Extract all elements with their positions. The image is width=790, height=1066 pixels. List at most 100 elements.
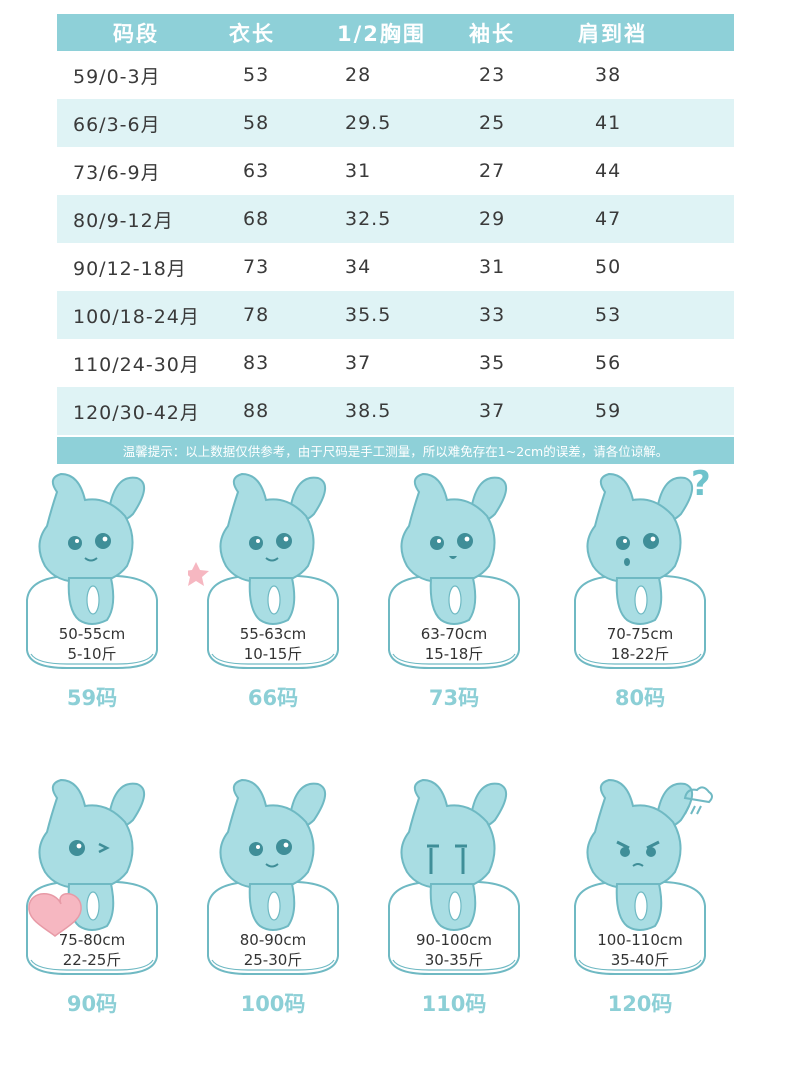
table-row: 59/0-3月 53 28 23 38 [57, 51, 734, 99]
table-row: 66/3-6月 58 29.5 25 41 [57, 99, 734, 147]
sleeve-cell: 27 [479, 160, 506, 182]
size-code-label: 90码 [66, 992, 118, 1016]
size-age-cell: 100/18-24月 [57, 302, 225, 329]
baby-weight-range: 22-25斤 [62, 951, 122, 969]
length-cell: 78 [243, 304, 270, 326]
notice-banner: 温馨提示：以上数据仅供参考，由于尺码是手工测量，所以难免存在1~2cm的误差，请… [57, 437, 734, 464]
size-code: 120/ [73, 401, 120, 424]
length-cell: 53 [243, 64, 270, 86]
size-card: 80-90cm 25-30斤 100码 [188, 776, 358, 1036]
baby-height-range: 100-110cm [597, 931, 683, 949]
baby-height-range: 55-63cm [239, 625, 307, 643]
chest-cell: 38.5 [345, 400, 392, 422]
size-code-label: 66码 [247, 686, 299, 710]
size-code: 73/ [73, 161, 107, 184]
shoulder-crotch-cell: 44 [595, 160, 622, 182]
size-age-cell: 59/0-3月 [57, 62, 225, 89]
age-range: 12-18月 [106, 257, 187, 280]
age-range: 24-30月 [119, 353, 200, 376]
sleeve-cell: 25 [479, 112, 506, 134]
baby-weight-range: 35-40斤 [610, 951, 670, 969]
baby-height-range: 80-90cm [239, 931, 307, 949]
header-size: 码段 [113, 21, 159, 46]
table-row: 73/6-9月 63 31 27 44 [57, 147, 734, 195]
age-range: 30-42月 [119, 401, 200, 424]
table-row: 90/12-18月 73 34 31 50 [57, 243, 734, 291]
chest-cell: 31 [345, 160, 372, 182]
table-body: 59/0-3月 53 28 23 38 66/3-6月 58 29.5 25 41 73/6-9月 6… [57, 51, 734, 435]
bunny-illustration [188, 472, 339, 669]
size-age-cell: 110/24-30月 [57, 350, 225, 377]
age-range: 18-24月 [119, 305, 200, 328]
chest-cell: 32.5 [345, 208, 392, 230]
chest-cell: 37 [345, 352, 372, 374]
bunny-illustration [26, 778, 158, 975]
sleeve-cell: 37 [479, 400, 506, 422]
header-shoulder-crotch: 肩到裆 [578, 21, 647, 46]
baby-weight-range: 30-35斤 [424, 951, 484, 969]
size-code: 100/ [73, 305, 120, 328]
sleeve-cell: 35 [479, 352, 506, 374]
shoulder-crotch-cell: 50 [595, 256, 622, 278]
baby-weight-range: 25-30斤 [243, 951, 303, 969]
header-length: 衣长 [229, 21, 275, 46]
age-range: 0-3月 [106, 65, 161, 88]
size-age-cell: 66/3-6月 [57, 110, 225, 137]
size-code-label: 100码 [240, 992, 306, 1016]
table-row: 110/24-30月 83 37 35 56 [57, 339, 734, 387]
chest-cell: 34 [345, 256, 372, 278]
bunny-illustration [574, 778, 713, 975]
shoulder-crotch-cell: 38 [595, 64, 622, 86]
shoulder-crotch-cell: 56 [595, 352, 622, 374]
header-sleeve: 袖长 [469, 21, 515, 46]
baby-height-range: 50-55cm [58, 625, 126, 643]
size-card: 75-80cm 22-25斤 90码 [7, 776, 177, 1036]
sleeve-cell: 23 [479, 64, 506, 86]
shoulder-crotch-cell: 59 [595, 400, 622, 422]
shoulder-crotch-cell: 47 [595, 208, 622, 230]
chest-cell: 35.5 [345, 304, 392, 326]
baby-height-range: 75-80cm [58, 931, 126, 949]
sleeve-cell: 31 [479, 256, 506, 278]
size-age-cell: 73/6-9月 [57, 158, 225, 185]
size-code: 66/ [73, 113, 107, 136]
age-range: 3-6月 [106, 113, 161, 136]
chest-cell: 29.5 [345, 112, 392, 134]
size-card: 70-75cm 18-22斤 80码? [555, 464, 725, 730]
sleeve-cell: 33 [479, 304, 506, 326]
size-age-cell: 80/9-12月 [57, 206, 225, 233]
size-card: 90-100cm 30-35斤 110码 [369, 776, 539, 1036]
size-code: 59/ [73, 65, 107, 88]
baby-weight-range: 15-18斤 [424, 645, 484, 663]
size-card: 50-55cm 5-10斤 59码 [7, 470, 177, 730]
bunny-illustration [388, 778, 520, 975]
length-cell: 83 [243, 352, 270, 374]
sleeve-cell: 29 [479, 208, 506, 230]
size-age-cell: 90/12-18月 [57, 254, 225, 281]
length-cell: 58 [243, 112, 270, 134]
bunny-illustration [207, 778, 339, 975]
table-row: 80/9-12月 68 32.5 29 47 [57, 195, 734, 243]
table-row: 120/30-42月 88 38.5 37 59 [57, 387, 734, 435]
baby-weight-range: 5-10斤 [67, 645, 117, 663]
size-table: 码段 衣长 1/2胸围 袖长 肩到裆 59/0-3月 53 28 23 38 66/3-6… [57, 14, 734, 464]
table-row: 100/18-24月 78 35.5 33 53 [57, 291, 734, 339]
size-code-label: 110码 [421, 992, 487, 1016]
baby-height-range: 70-75cm [606, 625, 674, 643]
bunny-illustration [388, 472, 520, 669]
bunny-illustration [26, 472, 158, 669]
baby-weight-range: 10-15斤 [243, 645, 303, 663]
size-card: 63-70cm 15-18斤 73码 [369, 470, 539, 730]
question-mark-icon: ? [691, 464, 711, 504]
size-code: 80/ [73, 209, 107, 232]
size-code: 90/ [73, 257, 107, 280]
size-code: 110/ [73, 353, 120, 376]
size-age-cell: 120/30-42月 [57, 398, 225, 425]
baby-height-range: 63-70cm [420, 625, 488, 643]
size-code-label: 59码 [66, 686, 118, 710]
shoulder-crotch-cell: 41 [595, 112, 622, 134]
length-cell: 63 [243, 160, 270, 182]
size-card: 100-110cm 35-40斤 120码 [555, 776, 725, 1036]
length-cell: 88 [243, 400, 270, 422]
length-cell: 73 [243, 256, 270, 278]
